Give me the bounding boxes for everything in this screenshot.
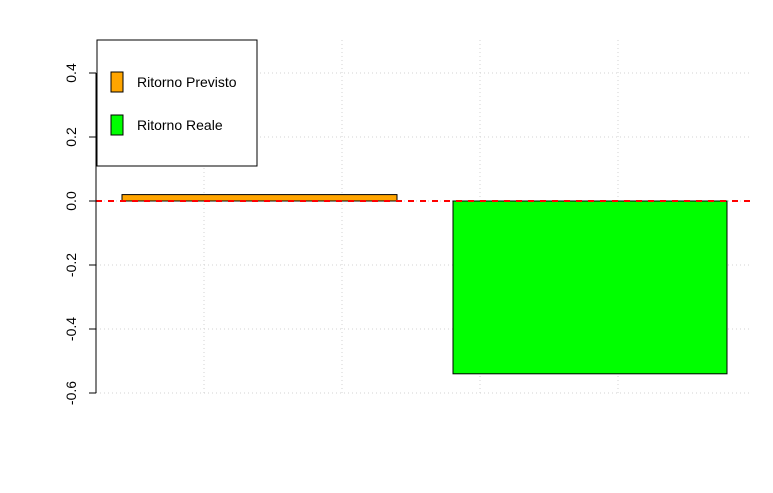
y-axis: -0.6 -0.4 -0.2 0.0 0.2 0.4 (63, 63, 97, 405)
legend: Ritorno Previsto Ritorno Reale (96, 39, 258, 167)
legend-swatch (110, 114, 124, 136)
bar-ritorno-reale (452, 200, 728, 375)
legend-box (96, 39, 258, 167)
y-tick-label: -0.4 (63, 317, 79, 341)
y-tick-label: 0.2 (63, 127, 79, 147)
bars (121, 194, 728, 375)
y-tick-label: 0.0 (63, 191, 79, 211)
legend-label: Ritorno Previsto (137, 74, 237, 90)
legend-label: Ritorno Reale (137, 117, 223, 133)
legend-swatch (110, 71, 124, 93)
bar-ritorno-previsto (121, 194, 398, 202)
y-tick-label: -0.2 (63, 253, 79, 277)
y-tick-label: 0.4 (63, 63, 79, 83)
y-tick-label: -0.6 (63, 381, 79, 405)
